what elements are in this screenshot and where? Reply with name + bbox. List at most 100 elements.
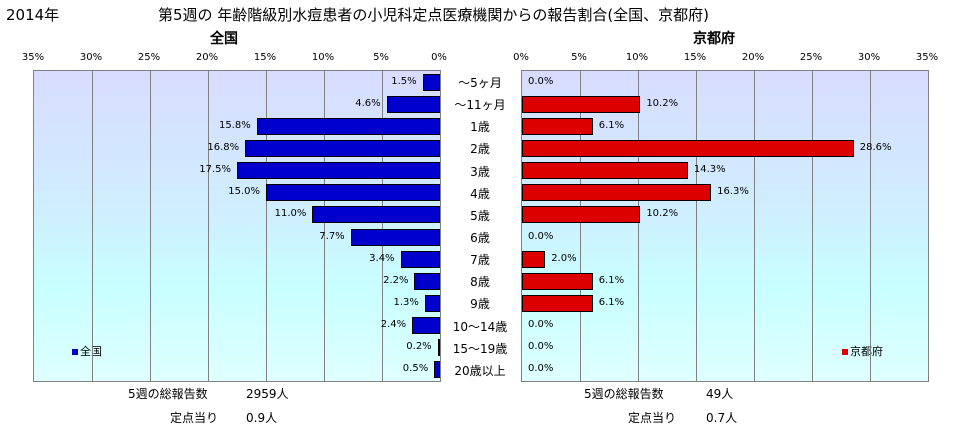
right-value-label: 10.2% [646,97,679,109]
left-gridline [208,71,209,381]
right-bar [522,250,546,268]
left-value-label: 2.2% [383,274,409,286]
right-tick-label: 5% [571,52,587,63]
right-gridline [696,71,697,381]
left-gridline [382,71,383,381]
right-gridline [580,71,581,381]
left-value-label: 3.4% [369,252,395,264]
left-value-label: 0.5% [402,363,429,375]
right-value-label: 0.0% [528,363,554,375]
right-tick-label: 20% [741,52,765,63]
category-label: 9歳 [470,297,490,312]
right-value-label: 14.3% [693,164,726,176]
left-bar [400,250,440,268]
category-label: 8歳 [470,275,490,290]
right-bar [522,117,593,135]
right-panel-title: 京都府 [693,31,735,47]
right-bar [522,272,593,290]
left-per-value: 0.9人 [246,411,278,425]
left-value-label: 1.3% [393,297,419,308]
category-label: 10～14歳 [452,319,508,334]
left-plot-area: 全国 1.5% 4.6% 15.8% 16.8% 17.5% 15.0% 11.0% 7.7%… [33,70,441,382]
left-tick-label: 10% [311,52,335,63]
left-value-label: 16.8% [207,142,240,153]
left-total-value: 2959人 [246,387,289,401]
right-tick-label: 30% [857,52,881,63]
right-value-label: 6.1% [598,119,625,131]
right-per-label: 定点当り [628,411,677,425]
left-value-label: 4.6% [355,97,381,109]
left-bar [256,117,440,135]
left-bar [412,317,440,335]
left-bar [245,140,440,157]
category-label: 7歳 [470,253,490,268]
category-label: 5歳 [470,208,490,223]
category-label: 20歳以上 [454,363,506,378]
left-tick-label: 15% [253,52,277,63]
right-value-label: 6.1% [598,297,625,308]
right-bar [522,206,641,224]
left-gridline [266,71,267,381]
left-tick-label: 0% [431,52,447,63]
right-value-label: 0.0% [528,230,554,242]
left-bar [422,73,440,91]
right-gridline [638,71,639,381]
left-gridline [324,71,325,381]
left-gridline [150,71,151,381]
category-label: ～5ヶ月 [458,76,502,90]
right-gridline [812,71,813,381]
right-value-label: 0.0% [528,75,554,87]
legend-swatch-kyoto [842,349,848,355]
right-value-label: 0.0% [528,319,554,331]
left-bar [386,95,440,113]
right-value-label: 16.3% [717,186,749,198]
left-value-label: 11.0% [274,208,307,220]
right-value-label: 28.6% [859,142,892,153]
left-total-label: 5週の総報告数 [128,387,208,401]
right-tick-label: 10% [625,52,649,63]
right-bar [522,95,641,113]
category-label: 2歳 [470,142,490,157]
legend-label-kyoto: 京都府 [850,345,883,358]
right-per-value: 0.7人 [706,411,738,425]
left-tick-label: 25% [137,52,161,63]
left-per-label: 定点当り [170,411,219,425]
left-bar [414,272,440,290]
right-value-label: 0.0% [528,341,554,353]
right-plot-area: 京都府 0.0% 10.2% 6.1% 28.6% 14.3% 16.3% 10.2% 0.0… [521,70,929,382]
right-gridline [870,71,871,381]
left-value-label: 7.7% [319,230,345,242]
left-value-label: 0.2% [406,341,432,353]
category-label: ～11ヶ月 [454,98,506,113]
left-bar [350,228,440,246]
left-value-label: 15.0% [228,186,260,198]
right-bar [522,140,854,157]
category-label: 1歳 [470,120,490,135]
left-tick-label: 30% [79,52,103,63]
right-value-label: 2.0% [551,252,577,264]
left-tick-label: 20% [195,52,219,63]
right-gridline [754,71,755,381]
chart-title: 第5週の 年齢階級別水痘患者の小児科定点医療機関からの報告割合(全国、京都府) [158,6,710,24]
category-label: 3歳 [470,164,490,179]
category-label: 6歳 [470,231,490,245]
left-value-label: 1.5% [391,75,417,87]
category-label: 4歳 [470,186,490,201]
left-value-label: 15.8% [218,119,251,131]
right-bar [522,184,712,202]
left-legend: 全国 [72,343,102,359]
left-gridline [92,71,93,381]
right-tick-label: 35% [915,52,939,63]
left-bar [434,361,440,379]
category-label: 15～19歳 [452,341,508,356]
left-tick-label: 35% [21,52,45,63]
left-panel-title: 全国 [210,31,238,47]
right-value-label: 6.1% [598,274,625,286]
right-legend: 京都府 [842,343,883,359]
right-value-label: 10.2% [646,208,679,220]
right-bar [522,295,593,312]
right-tick-label: 0% [513,52,529,63]
right-total-value: 49人 [706,387,734,401]
left-bar [437,339,440,357]
left-value-label: 2.4% [380,319,407,331]
